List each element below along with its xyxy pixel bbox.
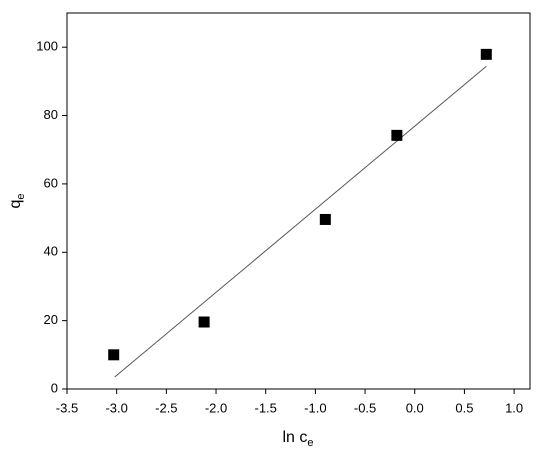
- y-tick-label: 40: [44, 244, 58, 259]
- point: [319, 213, 331, 225]
- x-axis-title-text: ln c: [282, 429, 307, 446]
- x-tick-label: 0.5: [455, 400, 473, 415]
- x-axis-title-sub: e: [307, 437, 313, 449]
- point: [391, 129, 403, 141]
- y-tick-label: 80: [44, 107, 58, 122]
- x-tick-label: -2.5: [155, 400, 177, 415]
- y-tick-label: 100: [36, 39, 58, 54]
- x-tick-label: 0.0: [406, 400, 424, 415]
- x-tick-label: -1.5: [255, 400, 277, 415]
- x-tick-label: -0.5: [354, 400, 376, 415]
- y-axis-title-sub: e: [15, 193, 27, 199]
- x-axis-title: ln ce: [282, 429, 313, 449]
- point: [198, 316, 210, 328]
- point: [108, 349, 120, 361]
- y-axis-title-text: q: [7, 200, 24, 209]
- x-tick-label: -3.0: [105, 400, 127, 415]
- point: [480, 48, 492, 60]
- x-tick-label: -2.0: [205, 400, 227, 415]
- x-tick-label: -3.5: [56, 400, 78, 415]
- y-tick-label: 20: [44, 312, 58, 327]
- plot-frame: [66, 12, 531, 390]
- x-tick-label: -1.0: [304, 400, 326, 415]
- y-tick-label: 0: [51, 380, 58, 395]
- y-axis-title: qe: [7, 193, 27, 208]
- x-tick-label: 1.0: [505, 400, 523, 415]
- y-tick-label: 60: [44, 175, 58, 190]
- fit-line: [114, 65, 487, 378]
